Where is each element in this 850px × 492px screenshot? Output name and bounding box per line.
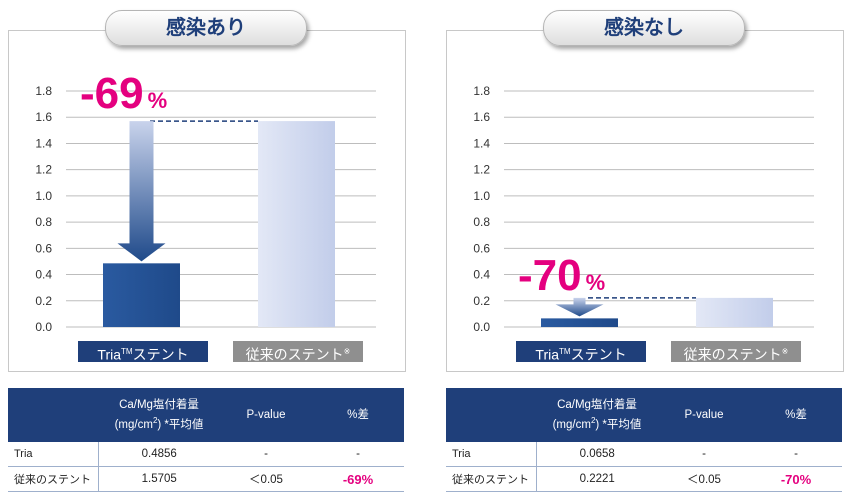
y-tick-label: 1.2: [473, 163, 490, 177]
row-diff: -69%: [312, 466, 404, 492]
table-header-row: Ca/Mg塩付着量 (mg/cm2) *平均値 P-value %差: [8, 388, 404, 442]
tria-name: Tria: [535, 346, 560, 363]
table-row: Tria 0.4856 - -: [8, 442, 404, 467]
bar-chart-infected: 0.0 0.2 0.4 0.6 0.8 1.0 1.2 1.4 1.6 1.8 -69%: [35, 69, 376, 334]
table-header-amount: Ca/Mg塩付着量 (mg/cm2) *平均値: [98, 388, 220, 442]
percent-sign: %: [148, 88, 168, 113]
row-value: 0.2221: [536, 466, 658, 492]
chart-panel-infected: 0.0 0.2 0.4 0.6 0.8 1.0 1.2 1.4 1.6 1.8 -69% 感染あり …: [0, 0, 410, 492]
table-header-blank: [446, 388, 536, 442]
percent-number: -69: [80, 69, 144, 118]
header-amount-unit: (mg/cm: [552, 418, 591, 431]
y-tick-label: 0.8: [473, 215, 490, 229]
y-tick-label: 0.2: [473, 294, 490, 308]
tria-suffix: ステント: [132, 346, 189, 363]
y-tick-label: 1.0: [35, 189, 52, 203]
bar-chart-not-infected: 0.0 0.2 0.4 0.6 0.8 1.0 1.2 1.4 1.6 1.8 -70%: [473, 84, 814, 334]
y-tick-label: 1.4: [473, 136, 490, 150]
chart-frame: [8, 30, 406, 372]
category-label-tria: TriaTMステント: [78, 341, 208, 363]
bar-tria: [541, 318, 618, 327]
bar-tria: [103, 263, 180, 327]
y-tick-label: 1.8: [35, 84, 52, 98]
y-tick-label: 0.6: [35, 241, 52, 255]
tria-suffix: ステント: [570, 346, 627, 363]
percent-difference-label: -70%: [518, 251, 605, 300]
table-header-row: Ca/Mg塩付着量 (mg/cm2) *平均値 P-value %差: [446, 388, 842, 442]
row-value: 1.5705: [98, 466, 220, 492]
y-tick-label: 0.0: [473, 320, 490, 334]
table-row: 従来のステント 1.5705 ＜0.05 -69%: [8, 466, 404, 492]
note-mark: ※: [781, 347, 789, 356]
table-header-blank: [8, 388, 98, 442]
header-amount-exp: 2: [152, 415, 158, 425]
table-row: 従来のステント 0.2221 ＜0.05 -70%: [446, 466, 842, 492]
y-tick-label: 1.6: [473, 110, 490, 124]
category-label-tria: TriaTMステント: [516, 341, 646, 363]
reduction-arrow: [555, 297, 604, 317]
tria-name: Tria: [97, 346, 122, 363]
table-header-pvalue: P-value: [658, 388, 750, 442]
chart-title: 感染あり: [105, 10, 307, 46]
table-header-amount: Ca/Mg塩付着量 (mg/cm2) *平均値: [536, 388, 658, 442]
chart-frame: [446, 30, 844, 372]
data-table: Ca/Mg塩付着量 (mg/cm2) *平均値 P-value %差 Tria …: [446, 388, 842, 492]
conventional-name: 従来のステント: [245, 346, 344, 363]
reduction-arrow: [117, 121, 166, 262]
header-amount-mean: ) *平均値: [157, 418, 204, 431]
row-diff: -70%: [750, 466, 842, 492]
percent-sign: %: [586, 270, 606, 295]
row-value: 0.4856: [98, 442, 220, 467]
row-name: Tria: [446, 442, 537, 467]
table-header-diff: %差: [750, 388, 842, 442]
y-tick-label: 0.0: [35, 320, 52, 334]
row-name: 従来のステント: [8, 466, 99, 492]
row-diff: -: [750, 442, 842, 467]
y-tick-label: 0.4: [35, 268, 52, 282]
y-tick-label: 0.8: [35, 215, 52, 229]
bar-conventional: [258, 121, 335, 327]
y-tick-label: 1.0: [473, 189, 490, 203]
row-name: 従来のステント: [446, 466, 537, 492]
row-pvalue: ＜0.05: [220, 466, 312, 492]
y-tick-label: 1.6: [35, 110, 52, 124]
row-pvalue: -: [220, 442, 312, 467]
conventional-name: 従来のステント: [683, 346, 782, 363]
header-amount-line1: Ca/Mg塩付着量: [557, 398, 637, 411]
percent-difference-label: -69%: [80, 69, 167, 118]
table-row: Tria 0.0658 - -: [446, 442, 842, 467]
data-table: Ca/Mg塩付着量 (mg/cm2) *平均値 P-value %差 Tria …: [8, 388, 404, 492]
percent-number: -70: [518, 251, 582, 300]
chart-title: 感染なし: [543, 10, 745, 46]
y-tick-label: 0.4: [473, 268, 490, 282]
y-tick-label: 0.2: [35, 294, 52, 308]
y-tick-label: 1.2: [35, 163, 52, 177]
row-name: Tria: [8, 442, 99, 467]
trademark-mark: TM: [121, 347, 133, 356]
table-header-pvalue: P-value: [220, 388, 312, 442]
y-tick-label: 1.8: [473, 84, 490, 98]
header-amount-line1: Ca/Mg塩付着量: [119, 398, 199, 411]
row-value: 0.0658: [536, 442, 658, 467]
row-pvalue: ＜0.05: [658, 466, 750, 492]
header-amount-mean: ) *平均値: [595, 418, 642, 431]
row-pvalue: -: [658, 442, 750, 467]
y-tick-label: 1.4: [35, 136, 52, 150]
trademark-mark: TM: [559, 347, 571, 356]
category-label-conventional: 従来のステント※: [233, 341, 363, 363]
row-diff: -: [312, 442, 404, 467]
header-amount-unit: (mg/cm: [114, 418, 153, 431]
y-tick-label: 0.6: [473, 241, 490, 255]
chart-panel-not-infected: 0.0 0.2 0.4 0.6 0.8 1.0 1.2 1.4 1.6 1.8 -70% 感染なし …: [438, 0, 848, 492]
note-mark: ※: [343, 347, 351, 356]
bar-conventional: [696, 297, 773, 327]
table-header-diff: %差: [312, 388, 404, 442]
header-amount-exp: 2: [590, 415, 596, 425]
category-label-conventional: 従来のステント※: [671, 341, 801, 363]
